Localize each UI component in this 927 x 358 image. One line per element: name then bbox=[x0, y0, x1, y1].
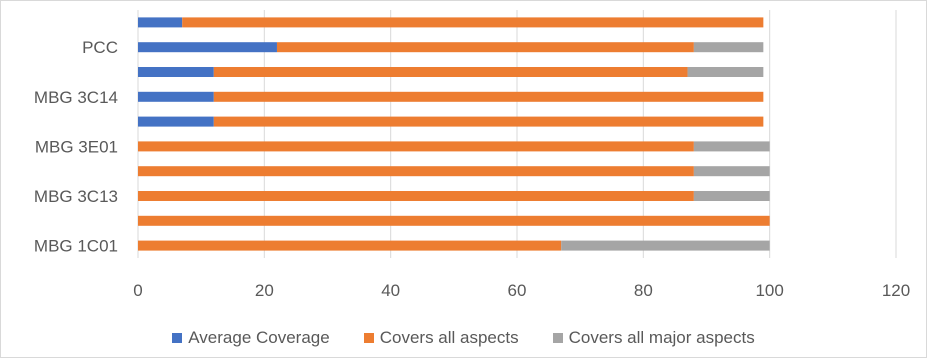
legend-item-covers-all-aspects: Covers all aspects bbox=[363, 328, 519, 348]
legend-label: Average Coverage bbox=[188, 328, 330, 347]
bar-segment-1-3 bbox=[138, 166, 694, 177]
legend: Average Coverage Covers all aspects Cove… bbox=[0, 326, 927, 350]
x-tick-label: 80 bbox=[634, 281, 653, 300]
bar-segment-2-2 bbox=[693, 191, 770, 201]
legend-swatch-gray bbox=[552, 333, 563, 343]
legend-item-covers-all-major-aspects: Covers all major aspects bbox=[552, 328, 755, 348]
y-tick-label: MBG 3C13 bbox=[34, 187, 118, 206]
bar-segment-0-7 bbox=[138, 67, 214, 77]
bar-segment-1-2 bbox=[138, 191, 694, 201]
legend-label: Covers all major aspects bbox=[568, 328, 755, 347]
x-tick-label: 100 bbox=[755, 281, 783, 300]
bar-segment-1-8 bbox=[276, 42, 694, 53]
legend-swatch-blue bbox=[172, 333, 183, 343]
bar-segment-2-8 bbox=[693, 42, 764, 53]
bar-segment-1-4 bbox=[138, 141, 694, 152]
bar-segment-2-4 bbox=[693, 141, 770, 152]
bar-segment-0-5 bbox=[138, 116, 214, 127]
x-tick-label: 0 bbox=[133, 281, 142, 300]
bar-segment-1-9 bbox=[182, 17, 764, 28]
y-tick-label: MBG 3C14 bbox=[34, 88, 118, 107]
legend-label: Covers all aspects bbox=[379, 328, 519, 347]
bar-segment-2-0 bbox=[561, 240, 770, 251]
y-tick-label: MBG 3E01 bbox=[35, 137, 118, 156]
x-tick-label: 20 bbox=[255, 281, 274, 300]
y-tick-labels: MBG 1C01 MBG 3C13 MBG 3E01 MBG 3C14 PCC bbox=[34, 38, 118, 255]
bar-segment-1-1 bbox=[138, 215, 770, 226]
bar-segment-0-8 bbox=[138, 42, 277, 53]
x-tick-label: 120 bbox=[882, 281, 910, 300]
bar-segment-1-5 bbox=[213, 116, 764, 127]
y-tick-label: PCC bbox=[82, 38, 118, 57]
legend-item-average-coverage: Average Coverage bbox=[172, 328, 330, 348]
x-tick-labels: 0 20 40 60 80 100 120 bbox=[133, 281, 910, 300]
bar-segment-0-6 bbox=[138, 91, 214, 102]
bar-segment-0-9 bbox=[138, 17, 183, 28]
x-tick-label: 40 bbox=[381, 281, 400, 300]
bar-segment-1-7 bbox=[213, 67, 688, 77]
bar-segment-2-3 bbox=[693, 166, 770, 177]
y-tick-label: MBG 1C01 bbox=[34, 237, 118, 256]
bars bbox=[138, 17, 770, 251]
x-tick-label: 60 bbox=[508, 281, 527, 300]
bar-segment-2-7 bbox=[687, 67, 764, 77]
bar-segment-1-6 bbox=[213, 91, 764, 102]
bar-segment-1-0 bbox=[138, 240, 562, 251]
legend-swatch-orange bbox=[363, 333, 374, 343]
